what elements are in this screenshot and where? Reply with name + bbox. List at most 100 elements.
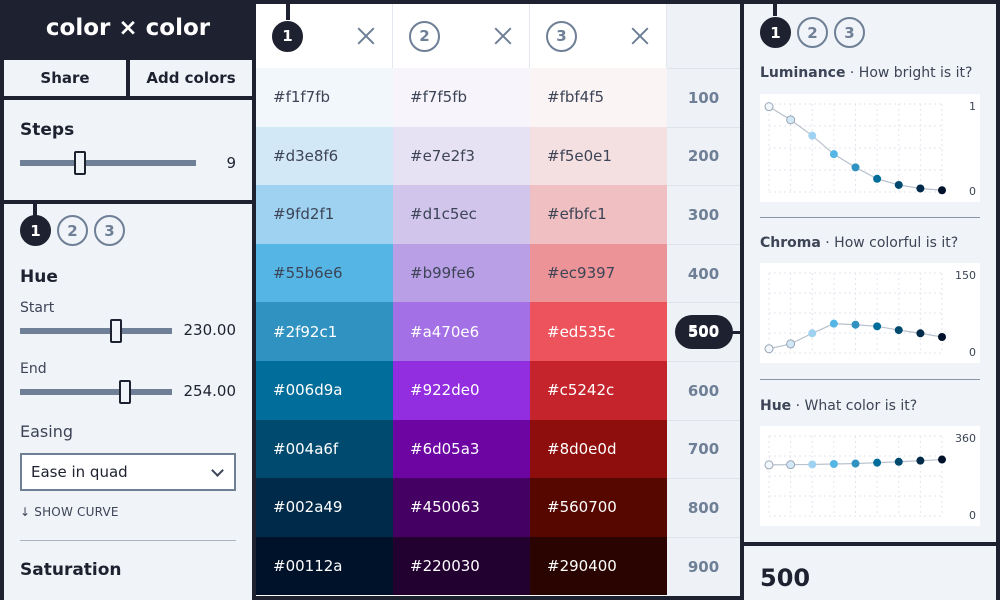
graph-tab-3[interactable]: 3 [834,17,865,48]
color-swatch[interactable]: #560700 [530,478,667,537]
color-swatch[interactable]: #6d05a3 [393,419,530,479]
luminance-title: Luminance [760,65,846,81]
slider-thumb[interactable] [74,151,87,175]
color-swatch[interactable]: #002a49 [256,478,393,537]
curve-tab-1[interactable]: 1 [20,215,51,246]
color-swatch[interactable]: #c5242c [530,361,667,420]
slider-thumb[interactable] [119,380,132,404]
share-button[interactable]: Share [4,60,126,96]
color-swatch[interactable]: #e7e2f3 [393,126,530,186]
add-colors-button[interactable]: Add colors [130,60,252,96]
scale-label[interactable]: 400 [667,243,740,303]
color-swatch[interactable]: #fbf4f5 [530,68,667,127]
chroma-min-label: 0 [969,346,976,359]
hue-start-value: 230.00 [183,321,237,339]
curve-tab-2[interactable]: 2 [57,215,88,246]
chroma-max-label: 150 [955,269,976,282]
palette-tab-3[interactable]: 3 [546,20,577,52]
slider-track[interactable] [20,328,172,334]
scale-label[interactable]: 200 [667,126,740,186]
curve-tab-3[interactable]: 3 [94,215,125,246]
hue-start-label: Start [20,300,55,316]
color-swatch[interactable]: #00112a [256,536,393,596]
chroma-graph: 150 0 [760,263,980,363]
steps-slider[interactable] [20,150,196,176]
hue-end-label: End [20,361,47,377]
show-curve-link[interactable]: ↓ SHOW CURVE [20,505,119,519]
scale-label-active[interactable]: 500 [687,321,720,340]
hue-end-slider[interactable] [20,379,172,405]
color-swatch[interactable]: #f5e0e1 [530,126,667,186]
slider-track[interactable] [20,389,172,395]
indicator-connector [732,331,742,334]
color-swatch[interactable]: #9fd2f1 [256,185,393,244]
color-swatch[interactable]: #a470e6 [393,302,530,361]
scale-label[interactable]: 900 [667,536,740,596]
scale-label[interactable]: 300 [667,185,740,244]
palette-tab-1[interactable]: 1 [272,20,303,52]
color-swatch[interactable]: #d1c5ec [393,185,530,244]
chroma-point [894,326,903,335]
palette-column-header-1: 1 [256,4,393,68]
graph-tab-1[interactable]: 1 [760,17,791,48]
color-swatch[interactable]: #290400 [530,536,667,596]
active-scale-indicator [675,315,733,349]
hue-max-label: 360 [955,432,976,445]
hue-point [808,460,817,469]
palette-column-header-2: 2 [393,4,530,68]
app-title: color × color [45,15,211,41]
hue-start-slider[interactable] [20,318,172,344]
curve-tabs: 1 2 3 [20,215,125,246]
color-swatch[interactable]: #d3e8f6 [256,126,393,186]
steps-title: Steps [20,120,75,140]
hue-point [938,455,946,464]
scale-label[interactable]: 600 [667,361,740,420]
color-swatch[interactable]: #ec9397 [530,243,667,303]
chroma-point [786,339,796,349]
color-swatch[interactable]: #ed535c [530,302,667,361]
graph-tab-2[interactable]: 2 [797,17,828,48]
luminance-point [894,180,903,189]
color-swatch[interactable]: #922de0 [393,361,530,420]
scale-column: 100 200 300 400 500 600 700 800 900 [667,4,740,596]
color-swatch[interactable]: #450063 [393,478,530,537]
chroma-heading: Chroma · How colorful is it? [760,235,958,251]
hue-point [894,457,903,466]
graph-tabs: 1 2 3 [760,17,865,48]
slider-track[interactable] [20,160,196,166]
color-swatch[interactable]: #004a6f [256,419,393,479]
hue-graph-subtitle: · What color is it? [795,398,918,414]
color-swatch[interactable]: #220030 [393,536,530,596]
luminance-subtitle: · How bright is it? [849,65,973,81]
scale-label[interactable]: 100 [667,68,740,127]
scale-label[interactable]: 800 [667,478,740,537]
scale-label[interactable]: 500 [667,302,740,361]
color-swatch[interactable]: #8d0e0d [530,419,667,479]
luminance-point [786,115,796,125]
hue-title: Hue [20,267,58,287]
tab-connector [773,4,777,16]
scale-label[interactable]: 700 [667,419,740,479]
color-swatch[interactable]: #55b6e6 [256,243,393,303]
chroma-subtitle: · How colorful is it? [825,235,959,251]
color-swatch[interactable]: #f1f7fb [256,68,393,127]
luminance-point [764,102,774,112]
color-swatch[interactable]: #2f92c1 [256,302,393,361]
close-icon[interactable] [356,26,376,46]
hue-point [851,459,860,468]
hue-min-label: 0 [969,509,976,522]
palette-tab-2[interactable]: 2 [409,20,440,52]
color-swatch[interactable]: #f7f5fb [393,68,530,127]
luminance-min-label: 0 [969,185,976,198]
luminance-point [808,131,817,140]
color-swatch[interactable]: #b99fe6 [393,243,530,303]
color-swatch[interactable]: #006d9a [256,361,393,420]
selected-detail: 500 [744,546,996,600]
easing-select[interactable]: Ease in quad [20,453,236,491]
curve-section: 1 2 3 Hue Start 230.00 End 254.00 Easing… [4,204,252,600]
close-icon[interactable] [493,26,513,46]
slider-thumb[interactable] [109,319,122,343]
color-swatch[interactable]: #efbfc1 [530,185,667,244]
close-icon[interactable] [630,26,650,46]
